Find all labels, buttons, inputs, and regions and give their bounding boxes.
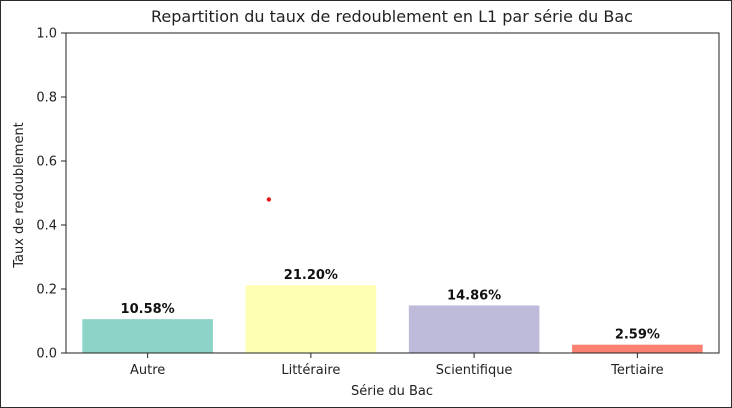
data-label: 2.59% xyxy=(615,328,660,343)
data-label: 21.20% xyxy=(284,268,338,283)
plot-area-border xyxy=(65,32,720,354)
y-tick-label: 0.4 xyxy=(36,219,57,234)
bar-scientifique xyxy=(408,305,540,353)
bar-autre xyxy=(82,319,213,353)
data-label: 14.86% xyxy=(447,288,501,303)
y-tick-label: 0.2 xyxy=(36,283,57,298)
y-tick-label: 0.8 xyxy=(36,91,57,106)
bar-tertiaire xyxy=(572,344,703,353)
x-axis-label: Série du Bac xyxy=(351,384,433,399)
bar-litteraire xyxy=(245,285,377,353)
x-tick-label: Littéraire xyxy=(281,363,340,378)
y-tick-label: 0.6 xyxy=(36,155,57,170)
y-tick-label: 1.0 xyxy=(36,27,57,42)
x-tick-label: Tertiaire xyxy=(610,363,663,378)
x-tick-label: Autre xyxy=(130,363,165,378)
x-tick-label: Scientifique xyxy=(436,363,513,378)
y-tick-label: 0.0 xyxy=(36,347,57,362)
marker-point xyxy=(266,197,272,202)
y-axis-label: Taux de redoublement xyxy=(12,122,27,269)
data-label: 10.58% xyxy=(121,302,175,317)
chart-title: Repartition du taux de redoublement en L… xyxy=(151,7,633,26)
